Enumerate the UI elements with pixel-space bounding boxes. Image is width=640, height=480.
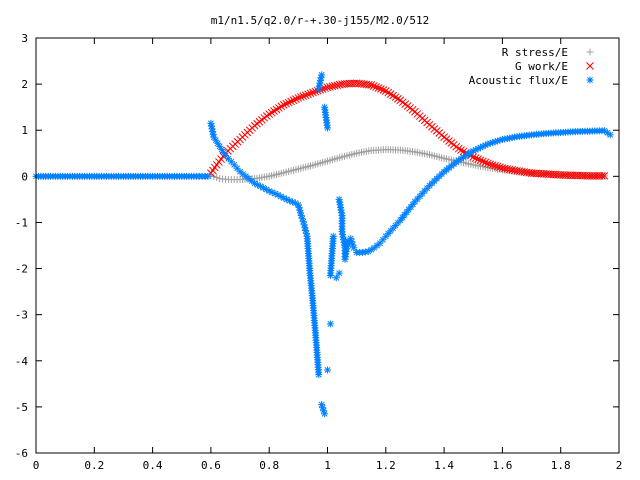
legend-marker bbox=[586, 76, 594, 84]
data-point-fill bbox=[296, 93, 305, 101]
data-point bbox=[318, 71, 326, 79]
data-point-fill bbox=[287, 97, 295, 106]
data-point-fill bbox=[496, 163, 504, 172]
data-point bbox=[498, 164, 507, 172]
data-point bbox=[329, 232, 337, 240]
data-point bbox=[274, 191, 282, 199]
data-point bbox=[323, 83, 332, 92]
data-point-fill bbox=[379, 236, 387, 244]
data-point-fill bbox=[486, 160, 495, 169]
data-point-fill bbox=[457, 146, 465, 154]
plot-frame bbox=[35, 37, 620, 454]
x-tick-label: 1.4 bbox=[434, 459, 454, 472]
series-3 bbox=[32, 71, 614, 418]
data-point-fill bbox=[333, 81, 342, 90]
x-tick-label: 1 bbox=[324, 459, 331, 472]
data-point-fill bbox=[374, 84, 383, 92]
data-point-fill bbox=[282, 99, 291, 108]
data-point-fill bbox=[213, 174, 221, 182]
data-point-fill bbox=[306, 89, 315, 98]
y-tick-label: -1 bbox=[15, 216, 28, 229]
x-tick-label: 1.6 bbox=[492, 459, 512, 472]
data-point bbox=[245, 175, 253, 183]
y-tick-label: 3 bbox=[21, 32, 28, 45]
series-2 bbox=[207, 79, 609, 180]
data-point bbox=[294, 94, 303, 102]
data-point-fill bbox=[491, 161, 499, 170]
data-point bbox=[606, 131, 614, 139]
legend-label: R stress/E bbox=[502, 46, 568, 59]
data-point bbox=[324, 366, 331, 374]
data-point-fill bbox=[328, 82, 337, 91]
x-tick-label: 0 bbox=[33, 459, 40, 472]
data-point-fill bbox=[330, 81, 339, 90]
y-tick-label: 1 bbox=[21, 124, 28, 137]
data-point-fill bbox=[476, 156, 485, 165]
y-tick-label: -4 bbox=[15, 355, 29, 368]
axis-ticks: 0 0.2 0.4 0.6 0.8 1 1.2 1.4 1.6 1.8 2 -6 -5 -4 -3 -2 -1 0… bbox=[15, 32, 623, 472]
y-tick-label: -2 bbox=[15, 263, 28, 276]
legend-label: G work/E bbox=[515, 60, 568, 73]
x-tick-label: 1.8 bbox=[551, 459, 571, 472]
chart-title: m1/n1.5/q2.0/r-+.30-j155/M2.0/512 bbox=[211, 14, 430, 27]
data-point bbox=[326, 320, 334, 328]
data-point-fill bbox=[377, 85, 385, 93]
data-point bbox=[315, 371, 323, 379]
data-point-fill bbox=[277, 192, 285, 200]
legend-label: Acoustic flux/E bbox=[469, 74, 568, 87]
data-marks bbox=[32, 71, 614, 418]
data-point-fill bbox=[379, 86, 388, 94]
y-tick-label: -5 bbox=[15, 401, 28, 414]
data-point bbox=[309, 88, 317, 97]
data-point-fill bbox=[301, 91, 310, 100]
x-tick-label: 1.2 bbox=[376, 459, 396, 472]
data-point-fill bbox=[369, 82, 378, 90]
data-point bbox=[279, 101, 288, 109]
data-point-fill bbox=[292, 95, 300, 103]
data-point bbox=[204, 172, 212, 180]
data-point-fill bbox=[488, 161, 497, 169]
data-point-fill bbox=[364, 80, 373, 89]
data-point-fill bbox=[299, 92, 308, 100]
data-point bbox=[335, 269, 343, 277]
y-tick-label: 2 bbox=[21, 78, 28, 91]
data-point bbox=[469, 147, 477, 155]
data-point bbox=[367, 81, 376, 89]
data-point-fill bbox=[503, 165, 512, 173]
data-point-fill bbox=[326, 82, 334, 91]
data-point-fill bbox=[493, 162, 502, 171]
data-point bbox=[324, 124, 331, 132]
x-tick-label: 0.4 bbox=[143, 459, 163, 472]
x-tick-label: 0.6 bbox=[201, 459, 221, 472]
data-point-fill bbox=[479, 157, 487, 166]
data-point bbox=[483, 159, 492, 168]
legend-marker bbox=[586, 48, 594, 56]
data-point bbox=[454, 144, 463, 153]
legend-marker bbox=[586, 62, 594, 70]
data-point-fill bbox=[474, 155, 482, 163]
data-point-fill bbox=[372, 83, 380, 91]
data-point-fill bbox=[598, 172, 606, 180]
data-point bbox=[321, 410, 329, 418]
y-tick-label: 0 bbox=[21, 170, 28, 183]
y-tick-label: -6 bbox=[15, 447, 28, 460]
data-point-fill bbox=[500, 164, 509, 173]
y-tick-label: -3 bbox=[15, 309, 28, 322]
x-tick-label: 0.2 bbox=[84, 459, 104, 472]
data-point-fill bbox=[505, 165, 514, 174]
data-point-fill bbox=[289, 96, 298, 105]
x-tick-label: 2 bbox=[616, 459, 623, 472]
data-point-fill bbox=[481, 158, 490, 167]
data-point bbox=[600, 172, 609, 180]
data-point-fill bbox=[284, 98, 293, 107]
data-point-fill bbox=[471, 154, 480, 162]
data-point-fill bbox=[489, 139, 497, 147]
data-point-fill bbox=[508, 166, 516, 174]
data-point-fill bbox=[304, 90, 312, 99]
data-point bbox=[455, 156, 463, 164]
x-tick-label: 0.8 bbox=[259, 459, 279, 472]
